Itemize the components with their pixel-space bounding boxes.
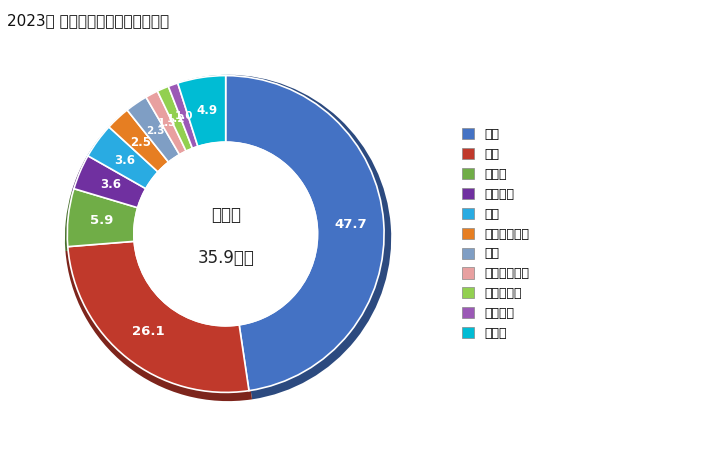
Text: 1.3: 1.3 xyxy=(158,118,176,128)
Text: 4.9: 4.9 xyxy=(196,104,217,117)
Text: 1.0: 1.0 xyxy=(175,111,194,121)
Wedge shape xyxy=(146,91,189,160)
Wedge shape xyxy=(72,158,149,212)
Wedge shape xyxy=(74,156,146,208)
Wedge shape xyxy=(127,97,180,162)
Legend: 米国, 中国, ドイツ, オランダ, 韓国, シンガポール, 英国, アイルランド, ブルガリア, イタリア, その他: 米国, 中国, ドイツ, オランダ, 韓国, シンガポール, 英国, アイルラン… xyxy=(462,128,529,340)
Wedge shape xyxy=(66,245,252,401)
Wedge shape xyxy=(158,86,195,157)
Wedge shape xyxy=(146,91,186,155)
Text: 26.1: 26.1 xyxy=(132,325,164,338)
Wedge shape xyxy=(178,75,228,152)
Text: 総　額: 総 額 xyxy=(210,206,241,224)
Text: 47.7: 47.7 xyxy=(334,218,367,231)
Text: 2023年 輸出相手国のシェア（％）: 2023年 輸出相手国のシェア（％） xyxy=(7,14,170,28)
Wedge shape xyxy=(169,82,201,154)
Text: 35.9億円: 35.9億円 xyxy=(197,249,254,267)
Wedge shape xyxy=(86,128,162,194)
Wedge shape xyxy=(108,110,172,177)
Text: 5.9: 5.9 xyxy=(90,214,113,227)
Wedge shape xyxy=(168,83,198,148)
Wedge shape xyxy=(226,76,384,391)
Text: 3.6: 3.6 xyxy=(100,178,121,191)
Text: 2.5: 2.5 xyxy=(130,136,151,149)
Wedge shape xyxy=(68,241,249,392)
Wedge shape xyxy=(65,191,141,251)
Text: 1.2: 1.2 xyxy=(167,114,186,124)
Wedge shape xyxy=(178,76,226,146)
Wedge shape xyxy=(88,127,158,189)
Wedge shape xyxy=(109,110,168,172)
Text: 2.3: 2.3 xyxy=(146,126,165,136)
Wedge shape xyxy=(157,86,192,151)
Wedge shape xyxy=(228,75,391,399)
Circle shape xyxy=(134,142,317,326)
Wedge shape xyxy=(127,97,183,167)
Wedge shape xyxy=(67,189,138,247)
Text: 3.6: 3.6 xyxy=(114,154,135,167)
